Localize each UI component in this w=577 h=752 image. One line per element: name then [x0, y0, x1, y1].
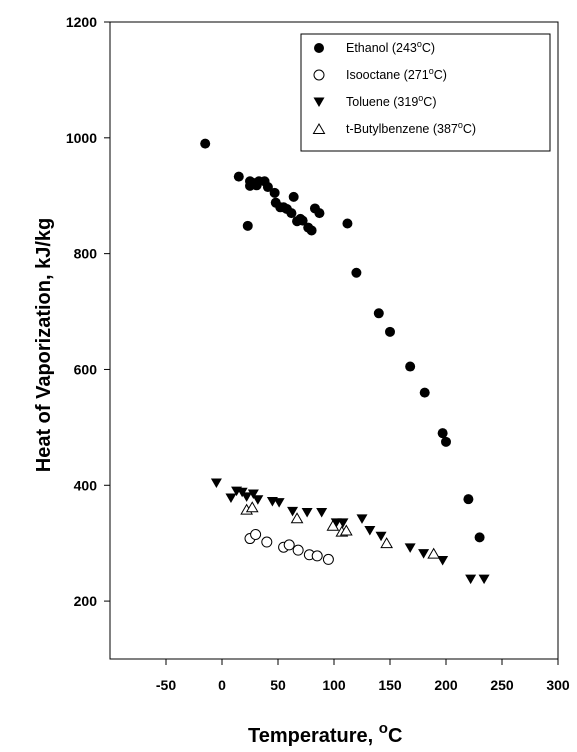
y-axis-ticks: 200 400 600 800 1000 1200 — [66, 14, 110, 609]
data-point-series-2 — [478, 574, 490, 585]
data-point-series-1 — [322, 553, 334, 565]
x-tick-label: -50 — [156, 677, 176, 693]
data-point-series-2 — [241, 492, 253, 502]
data-point-series-1 — [250, 528, 262, 540]
y-tick-label: 200 — [74, 593, 98, 609]
data-point-series-0 — [297, 215, 308, 226]
legend-marker-series-0 — [314, 43, 324, 53]
y-tick-label: 400 — [74, 477, 98, 493]
legend-box — [300, 33, 551, 152]
data-point-series-0 — [306, 225, 317, 236]
data-point-series-2 — [301, 507, 313, 518]
x-tick-label: 100 — [322, 677, 346, 693]
legend-label-t-butylbenzene-tail: C) — [463, 122, 476, 136]
legend-label-toluene: Toluene (319oC) — [346, 93, 437, 109]
legend-marker-series-2 — [313, 97, 325, 107]
data-point-series-1 — [261, 536, 273, 548]
data-point-series-0 — [314, 208, 325, 219]
legend-label-t-butylbenzene-main: t-Butylbenzene (387 — [346, 122, 458, 136]
data-point-series-0 — [286, 208, 297, 219]
data-point-series-3 — [339, 524, 353, 536]
data-point-series-0 — [437, 428, 448, 439]
legend-label-isooctane-main: Isooctane (271 — [346, 68, 429, 82]
data-point-series-1 — [311, 550, 323, 562]
data-point-series-0 — [269, 187, 280, 198]
data-point-series-0 — [342, 218, 353, 229]
x-tick-label: 250 — [490, 677, 514, 693]
data-point-series-3 — [326, 519, 340, 531]
legend-label-ethanol: Ethanol (243oC) — [346, 39, 435, 55]
legend-marker-series-1 — [313, 69, 325, 81]
data-point-series-3 — [380, 537, 394, 549]
y-tick-label: 1000 — [66, 130, 97, 146]
data-point-series-2 — [337, 518, 349, 528]
data-point-series-2 — [356, 514, 368, 524]
data-point-series-0 — [233, 171, 244, 182]
legend-markers — [312, 43, 326, 134]
legend-marker-series-3 — [312, 123, 326, 134]
data-points — [200, 138, 490, 585]
data-point-series-0 — [351, 267, 362, 278]
data-point-series-0 — [262, 182, 273, 193]
data-point-series-2 — [273, 498, 285, 508]
data-point-series-2 — [316, 507, 328, 518]
data-point-series-2 — [287, 506, 299, 517]
data-point-series-1 — [283, 539, 295, 551]
legend-label-isooctane-sup: o — [429, 66, 434, 76]
x-axis-title-main: Temperature, — [248, 725, 379, 747]
data-point-series-2 — [225, 493, 237, 504]
legend-label-isooctane-tail: C) — [434, 68, 447, 82]
legend-label-ethanol-tail: C) — [422, 41, 435, 55]
data-point-series-0 — [405, 361, 416, 372]
y-tick-label: 1200 — [66, 14, 97, 30]
x-tick-label: 0 — [218, 677, 226, 693]
data-point-series-2 — [465, 574, 477, 585]
legend-label-t-butylbenzene: t-Butylbenzene (387oC) — [346, 120, 476, 136]
legend-label-toluene-sup: o — [418, 93, 423, 103]
x-tick-label: 200 — [434, 677, 458, 693]
y-tick-label: 600 — [74, 361, 98, 377]
data-point-series-0 — [474, 532, 485, 543]
data-point-series-1 — [292, 544, 304, 556]
legend-label-toluene-main: Toluene (319 — [346, 95, 418, 109]
data-point-series-0 — [385, 326, 395, 337]
legend-label-ethanol-main: Ethanol (243 — [346, 41, 417, 55]
x-tick-label: 150 — [378, 677, 402, 693]
data-point-series-2 — [252, 495, 264, 505]
x-tick-label: 300 — [546, 677, 570, 693]
y-axis-title: Heat of Vaporization, kJ/kg — [33, 218, 55, 473]
data-point-series-3 — [245, 501, 259, 513]
data-point-series-0 — [288, 191, 299, 202]
legend-label-isooctane: Isooctane (271oC) — [346, 66, 447, 82]
x-axis-title-sup: o — [379, 720, 388, 737]
data-point-series-2 — [364, 525, 376, 536]
legend: Ethanol (243oC) Isooctane (271oC) Toluen… — [300, 33, 551, 152]
data-point-series-0 — [200, 138, 211, 149]
data-point-series-0 — [441, 436, 451, 447]
x-axis-ticks: -50 0 50 100 150 200 250 300 — [156, 659, 570, 693]
data-point-series-2 — [418, 549, 430, 559]
legend-label-ethanol-sup: o — [417, 39, 422, 49]
data-point-series-3 — [290, 512, 304, 524]
data-point-series-2 — [404, 543, 416, 553]
data-point-series-0 — [419, 387, 430, 398]
data-point-series-0 — [463, 494, 474, 505]
x-axis-title: Temperature, oC — [248, 720, 402, 747]
data-point-series-0 — [373, 308, 384, 319]
y-tick-label: 800 — [74, 246, 98, 262]
data-point-series-0 — [242, 220, 253, 231]
x-tick-label: 50 — [270, 677, 286, 693]
data-point-series-2 — [375, 531, 387, 542]
legend-label-toluene-tail: C) — [423, 95, 436, 109]
x-axis-title-unit: C — [388, 725, 402, 747]
data-point-series-2 — [247, 489, 259, 499]
legend-label-t-butylbenzene-sup: o — [458, 120, 463, 130]
data-point-series-3 — [427, 547, 441, 559]
data-point-series-2 — [210, 478, 222, 488]
